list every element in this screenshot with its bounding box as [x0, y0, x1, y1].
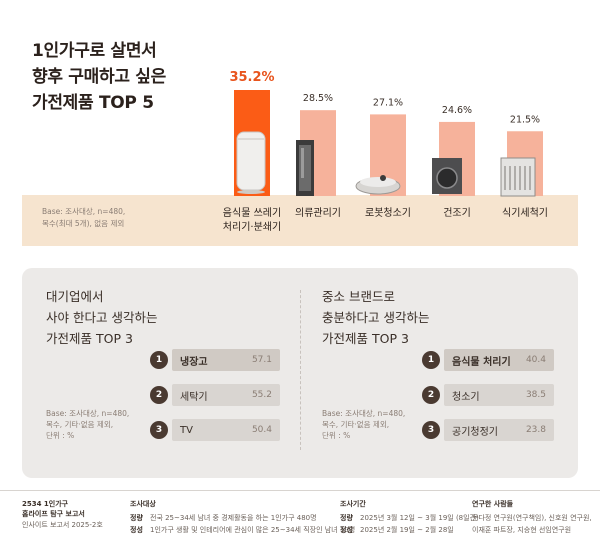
footer-target-value-2: 1인가구 생활 및 인테리어에 관심이 많은 25~34세 직장인 남녀 10명 — [150, 526, 356, 534]
rank-box: 음식물 처리기 40.4 — [444, 349, 554, 371]
panel-divider — [300, 290, 301, 450]
category-label-5: 식기세척기 — [502, 207, 548, 219]
rank-item-value: 57.1 — [251, 355, 272, 365]
footer-people-line-2: 이재훈 파트장, 지승현 선임연구원 — [472, 526, 572, 534]
bar-value-label-5: 21.5% — [510, 114, 540, 125]
small-brand-title: 중소 브랜드로 충분하다고 생각하는 가전제품 TOP 3 — [322, 289, 430, 346]
footer-period-label: 조사기간 — [340, 500, 366, 508]
category-label-2: 의류관리기 — [295, 207, 341, 219]
food-waste-disposer-icon — [236, 131, 266, 194]
rank-item-value: 55.2 — [251, 390, 272, 400]
chart-base-band — [22, 195, 578, 246]
footer-target-label: 조사대상 — [130, 500, 156, 508]
rank-badge: 2 — [422, 386, 440, 404]
rank-box: 청소기 38.5 — [444, 384, 554, 406]
small-brand-rank-3: 3 공기청정기 23.8 — [422, 419, 554, 441]
rank-item-name: 음식물 처리기 — [452, 356, 511, 368]
bar-value-label-1: 35.2% — [229, 70, 274, 85]
large-company-rank-3: 3 TV 50.4 — [150, 419, 280, 441]
footer-report-number: 인사이트 보고서 2025-2호 — [22, 521, 103, 529]
rank-item-name: 청소기 — [452, 391, 480, 403]
rank-badge: 3 — [422, 421, 440, 439]
category-label-3: 로봇청소기 — [365, 207, 411, 219]
footer-period-key-2: 정성 — [340, 526, 353, 534]
large-company-note: Base: 조사대상, n=480, 복수, 기타·없음 제외, 단위 : % — [46, 409, 130, 440]
rank-item-name: 공기청정기 — [452, 426, 498, 438]
purchase-intent-chart: 1인가구로 살면서 향후 구매하고 싶은 가전제품 TOP 5 Base: 조사… — [0, 0, 600, 250]
dishwasher-icon — [500, 157, 536, 197]
chart-title-line-2: 향후 구매하고 싶은 — [32, 67, 166, 87]
category-label-4: 건조기 — [443, 207, 471, 219]
chart-title-line-3: 가전제품 TOP 5 — [32, 93, 154, 113]
small-brand-note: Base: 조사대상, n=480, 복수, 기타·없음 제외, 단위 : % — [322, 409, 406, 440]
footer-target-key-1: 정량 — [130, 514, 143, 522]
footer-target-key-2: 정성 — [130, 526, 143, 534]
footer-period-value-2: 2025년 2월 19일 ~ 2월 28일 — [360, 526, 454, 534]
dryer-icon — [432, 158, 462, 194]
rank-badge: 1 — [422, 351, 440, 369]
report-footer: 2534 1인가구 홈라이프 탐구 보고서 인사이트 보고서 2025-2호 조… — [0, 490, 600, 539]
rank-item-value: 23.8 — [525, 425, 546, 435]
robot-vacuum-icon — [355, 175, 401, 195]
rank-box: 세탁기 55.2 — [172, 384, 280, 406]
rank-item-value: 40.4 — [525, 355, 546, 365]
rank-box: TV 50.4 — [172, 419, 280, 441]
rank-badge: 3 — [150, 421, 168, 439]
large-company-rank-2: 2 세탁기 55.2 — [150, 384, 280, 406]
rank-box: 공기청정기 23.8 — [444, 419, 554, 441]
rank-item-value: 38.5 — [525, 390, 546, 400]
footer-people-label: 연구한 사람들 — [472, 500, 514, 508]
footer-report-title-1: 2534 1인가구 — [22, 500, 69, 508]
chart-title-line-1: 1인가구로 살면서 — [32, 41, 157, 61]
category-label-1-line-2: 처리기·분쇄기 — [223, 221, 281, 233]
rank-item-name: 냉장고 — [180, 356, 208, 368]
footer-period-key-1: 정량 — [340, 514, 353, 522]
footer-period-value-1: 2025년 3월 12일 ~ 3월 19일 (8일간) — [360, 514, 479, 522]
bar-value-label-4: 24.6% — [442, 105, 472, 116]
large-company-title: 대기업에서 사야 한다고 생각하는 가전제품 TOP 3 — [46, 289, 158, 346]
bar-value-label-2: 28.5% — [303, 93, 333, 104]
rank-box: 냉장고 57.1 — [172, 349, 280, 371]
rank-item-name: 세탁기 — [180, 391, 208, 403]
rank-badge: 2 — [150, 386, 168, 404]
footer-people-line-1: 문다정 연구원(연구책임), 신호원 연구원, — [472, 514, 592, 522]
rank-badge: 1 — [150, 351, 168, 369]
footer-report-title-2: 홈라이프 탐구 보고서 — [22, 510, 85, 518]
chart-base-note: Base: 조사대상, n=480, 복수(최대 5개), 없음 제외 — [42, 207, 126, 228]
rank-item-value: 50.4 — [251, 425, 272, 435]
small-brand-rank-2: 2 청소기 38.5 — [422, 384, 554, 406]
footer-target-value-1: 전국 25~34세 남녀 중 경제활동을 하는 1인가구 480명 — [150, 514, 317, 522]
clothing-care-icon — [296, 140, 314, 196]
small-brand-rank-1: 1 음식물 처리기 40.4 — [422, 349, 554, 371]
category-label-1-line-1: 음식물 쓰레기 — [223, 207, 281, 219]
rank-item-name: TV — [180, 424, 193, 436]
bar-value-label-3: 27.1% — [373, 97, 403, 108]
large-company-rank-1: 1 냉장고 57.1 — [150, 349, 280, 371]
